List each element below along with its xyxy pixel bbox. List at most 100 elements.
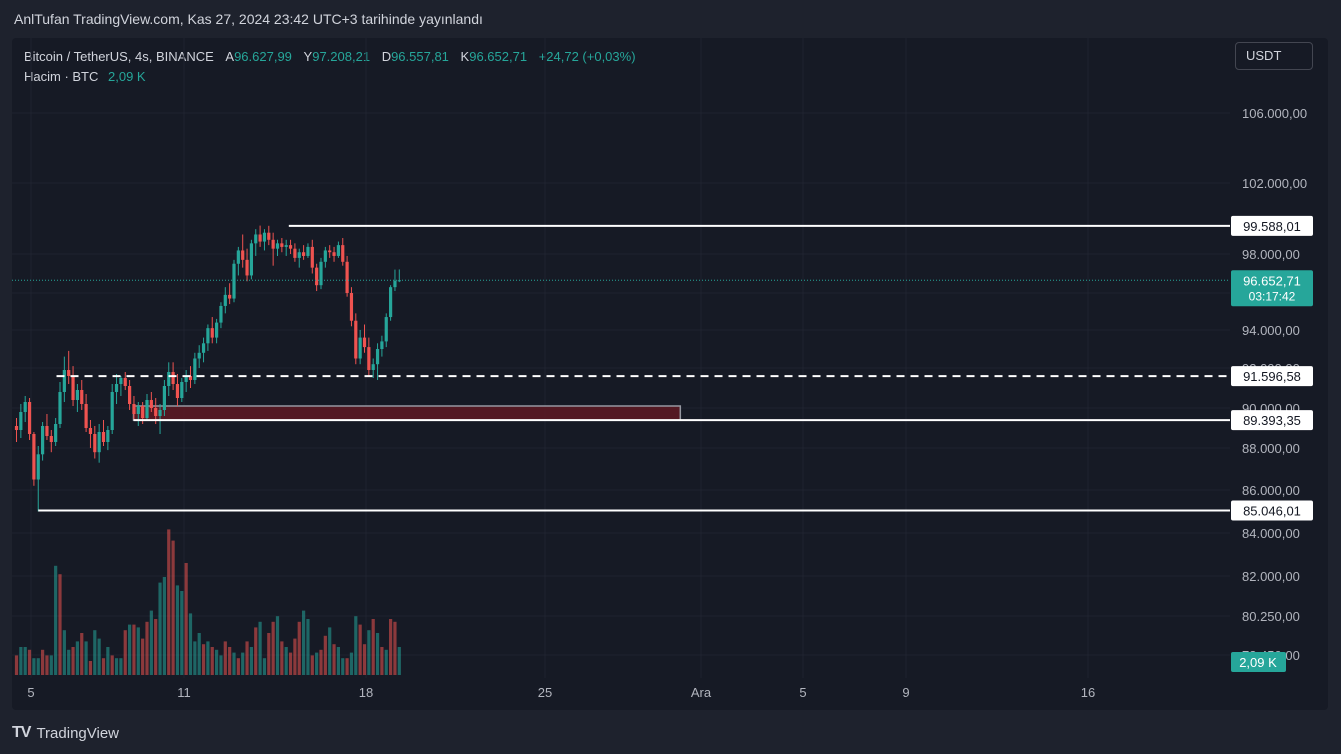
y-axis-tick: 82.000,00: [1242, 569, 1300, 584]
candle-body: [280, 243, 284, 247]
volume-bar: [175, 585, 180, 675]
volume-bar: [206, 641, 210, 675]
x-axis-tick: 25: [538, 685, 552, 700]
x-axis-tick: Ara: [691, 685, 712, 700]
candle-body: [236, 250, 240, 264]
volume-bar: [267, 633, 271, 675]
volume-bar: [19, 647, 23, 675]
volume-bar: [106, 647, 110, 675]
volume-bar: [223, 641, 227, 675]
candle-body: [128, 386, 132, 404]
x-axis-tick: 16: [1081, 685, 1095, 700]
candle-body: [215, 322, 219, 338]
volume-bar: [258, 621, 262, 675]
high-key: Y: [303, 49, 313, 64]
level-price-label-bg: [1231, 366, 1313, 387]
volume-bar: [336, 647, 340, 675]
volume-badge-bg: [1231, 652, 1286, 672]
volume-bar: [228, 647, 232, 675]
y-axis-tick: 84.000,00: [1242, 526, 1300, 541]
volume-bar: [36, 658, 40, 675]
candle-body: [145, 400, 149, 418]
candle-body: [258, 234, 262, 242]
volume-bar: [41, 649, 45, 675]
candle-body: [58, 392, 62, 424]
chart-legend: Bitcoin / TetherUS, 4s, BINANCE A96.627,…: [24, 47, 636, 87]
volume-bar: [302, 610, 306, 675]
volume-bar: [184, 563, 188, 675]
volume-bar: [362, 644, 367, 675]
ohlc-row: Bitcoin / TetherUS, 4s, BINANCE A96.627,…: [24, 47, 636, 67]
volume-bar: [67, 649, 71, 675]
candle-body: [254, 234, 258, 244]
candle-body: [302, 252, 306, 256]
symbol-label[interactable]: Bitcoin / TetherUS, 4s, BINANCE: [24, 49, 214, 64]
candle-body: [75, 390, 79, 400]
open-value: 96.627,99: [234, 49, 292, 64]
close-value: 96.652,71: [469, 49, 528, 64]
volume-label[interactable]: Hacim · BTC: [24, 69, 99, 84]
candle-body: [136, 406, 140, 414]
volume-bar: [375, 633, 380, 675]
volume-bar: [101, 658, 106, 675]
candle-body: [27, 402, 32, 434]
high-value: 97.208,21: [312, 49, 371, 64]
last-price-label: 96.652,71: [1243, 273, 1301, 288]
volume-bar: [210, 647, 214, 675]
candle-body: [54, 424, 58, 442]
candle-body: [119, 378, 123, 384]
y-axis-tick: 80.250,00: [1242, 609, 1300, 624]
last-price-label-bg: [1231, 270, 1313, 307]
candle-body: [358, 337, 362, 359]
volume-bar: [315, 652, 319, 675]
candle-body: [354, 320, 358, 359]
volume-bar: [284, 647, 288, 675]
currency-button[interactable]: USDT: [1235, 42, 1313, 70]
candle-body: [389, 287, 393, 318]
chart-panel[interactable]: Bitcoin / TetherUS, 4s, BINANCE A96.627,…: [12, 38, 1328, 710]
volume-bar: [354, 616, 358, 675]
candle-body: [101, 432, 106, 442]
candle-body: [275, 243, 280, 249]
volume-bar: [75, 641, 79, 675]
volume-bar: [341, 658, 345, 675]
candle-body: [241, 250, 245, 260]
x-axis-tick: 5: [27, 685, 34, 700]
candle-body: [197, 352, 201, 359]
volume-bar: [241, 652, 245, 675]
volume-bar: [49, 655, 53, 675]
candle-body: [71, 376, 75, 400]
candle-body: [171, 372, 175, 384]
volume-bar: [167, 529, 171, 675]
candle-body: [371, 364, 375, 370]
volume-bar: [45, 655, 49, 675]
volume-bar: [32, 658, 36, 675]
volume-bar: [23, 647, 27, 675]
volume-bar: [158, 582, 162, 675]
volume-bar: [332, 644, 336, 675]
candle-body: [49, 436, 53, 442]
volume-bar: [197, 633, 201, 675]
volume-bar: [280, 641, 284, 675]
volume-bar: [215, 649, 219, 675]
candle-body: [67, 370, 71, 376]
change-value: +24,72 (+0,03%): [538, 49, 636, 64]
volume-bar: [136, 627, 140, 675]
candle-body: [84, 404, 88, 428]
candle-body: [341, 245, 345, 262]
candle-body: [175, 384, 180, 398]
volume-bar: [371, 619, 375, 675]
candle-body: [158, 410, 162, 416]
price-chart[interactable]: 106.000,00102.000,0098.000,0096.000,0094…: [12, 38, 1328, 710]
volume-bar: [297, 621, 301, 675]
level-price-label-bg: [1231, 215, 1313, 236]
candle-body: [93, 434, 97, 453]
volume-bar: [149, 610, 153, 675]
footer-brand: TradingView: [36, 724, 119, 742]
candle-body: [336, 245, 340, 256]
candle-body: [154, 408, 158, 416]
volume-bar: [293, 638, 297, 675]
volume-bar: [58, 574, 62, 675]
volume-bar: [84, 641, 88, 675]
candle-body: [245, 259, 249, 276]
